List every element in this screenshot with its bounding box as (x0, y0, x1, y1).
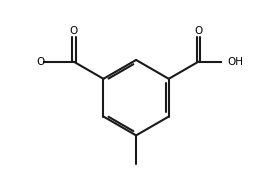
Text: O: O (70, 26, 78, 36)
Text: O: O (194, 26, 202, 36)
Text: O: O (36, 57, 44, 67)
Text: OH: OH (228, 57, 244, 67)
